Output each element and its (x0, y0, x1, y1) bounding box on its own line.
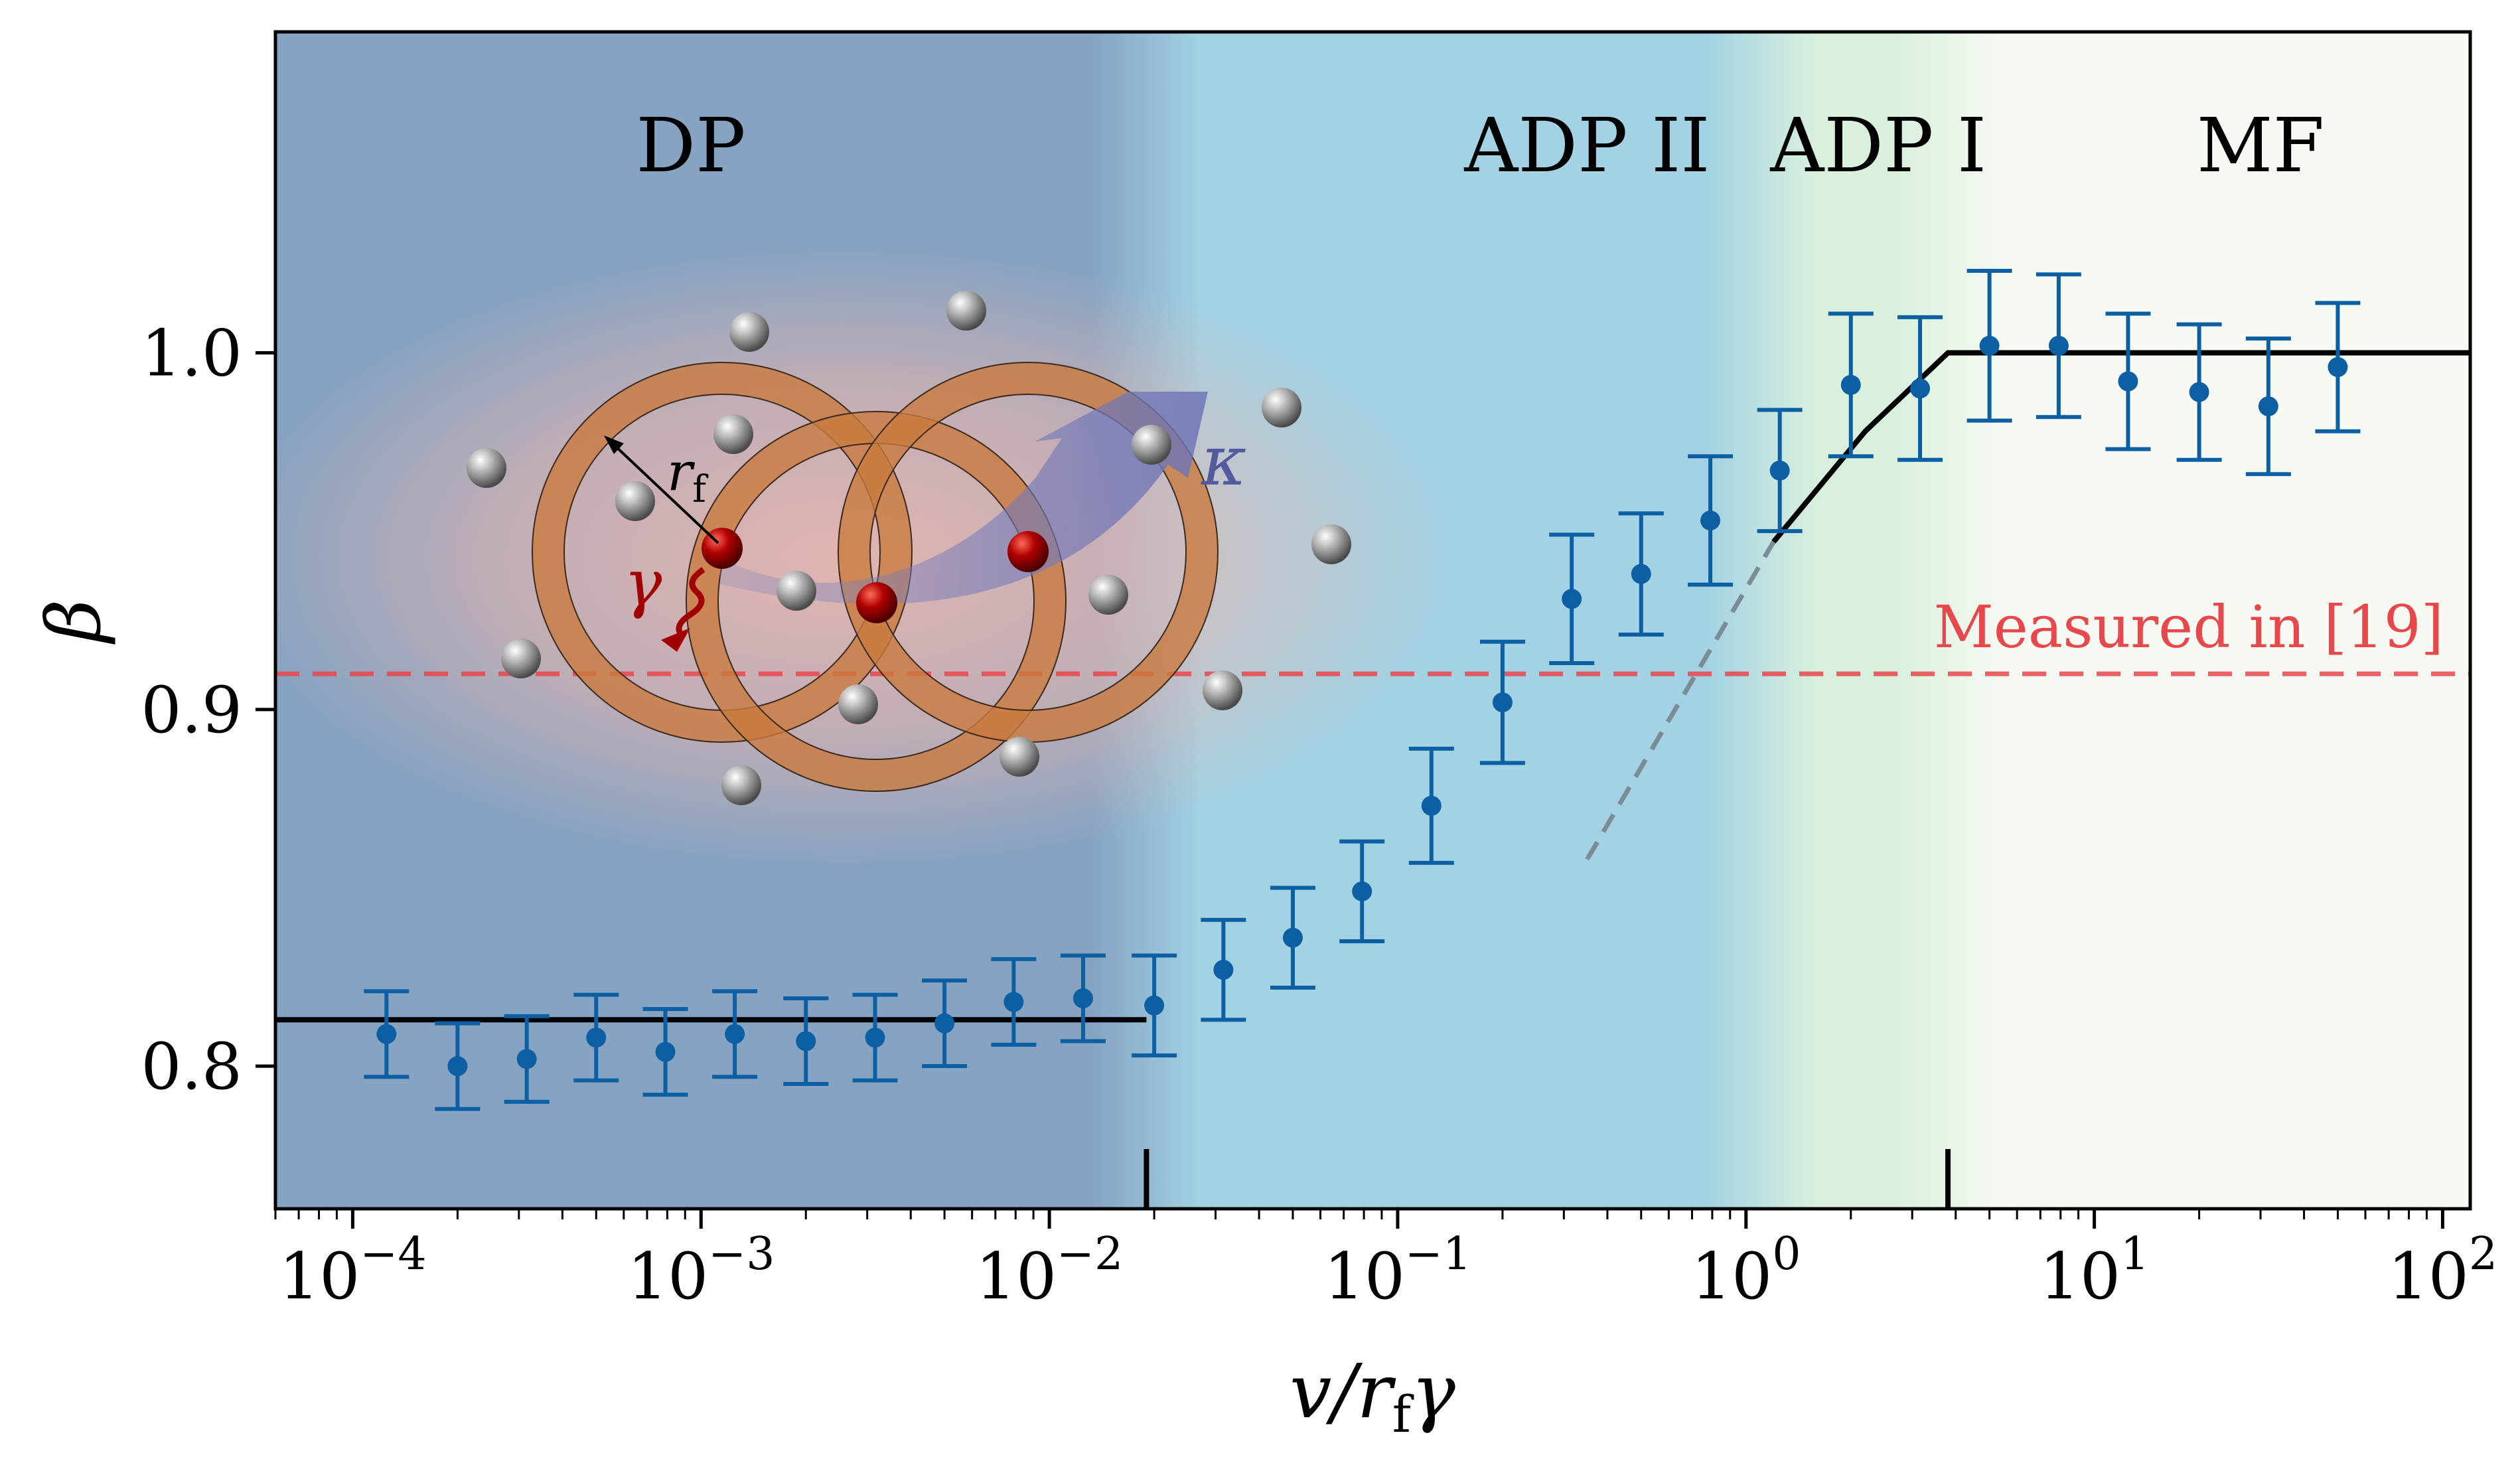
data-marker (1769, 460, 1790, 481)
y-axis-ticks: 0.8 0.9 1.0 (141, 317, 275, 1104)
data-point (991, 957, 1037, 1047)
data-point (1339, 839, 1385, 944)
region-label-mf: MF (2197, 103, 2324, 189)
ring-left (532, 362, 912, 742)
data-point (1897, 315, 1943, 462)
data-point (922, 978, 968, 1069)
region-label-adp-i: ADP I (1769, 103, 1986, 189)
flow-arrow (720, 392, 1208, 604)
data-point (642, 1007, 688, 1097)
x-tick-label: 10−2 (976, 1228, 1123, 1314)
data-marker (1003, 992, 1024, 1012)
data-marker (655, 1041, 676, 1062)
grey-particles (467, 291, 1351, 805)
data-marker (376, 1024, 397, 1044)
data-point (573, 992, 619, 1083)
data-marker (1631, 564, 1651, 584)
data-point (1408, 746, 1454, 865)
data-marker (2189, 382, 2209, 402)
data-point (1828, 311, 1874, 459)
x-tick-label: 102 (2388, 1228, 2497, 1314)
x-tick-label: 10−1 (1324, 1228, 1471, 1314)
decay-arrow (676, 567, 705, 640)
reference-line-label: Measured in [19] (1934, 593, 2444, 661)
data-marker (865, 1028, 885, 1048)
data-point (852, 992, 898, 1083)
data-point (783, 996, 829, 1086)
fit-line-2 (1771, 350, 2470, 544)
decay-rate-label: γ (624, 546, 662, 621)
region-boundary-markers (1144, 1149, 1951, 1209)
data-point (1060, 953, 1106, 1043)
data-marker (1421, 795, 1442, 816)
data-marker (1492, 692, 1513, 713)
data-marker (1910, 378, 1931, 399)
data-point (1479, 639, 1525, 765)
data-point (2315, 301, 2361, 433)
data-point (1966, 268, 2012, 423)
inset-illustration: rf γ κ (467, 291, 1351, 805)
data-point (435, 1021, 481, 1111)
data-marker (2328, 357, 2348, 378)
x-tick-label: 101 (2039, 1228, 2149, 1314)
data-marker (1073, 988, 1093, 1009)
decay-arrowhead (661, 628, 690, 652)
data-point (1549, 532, 1595, 665)
data-point (2176, 322, 2222, 462)
data-point (2036, 272, 2081, 420)
data-marker (1840, 374, 1861, 395)
y-tick-label: 1.0 (141, 317, 242, 391)
y-tick-label: 0.9 (141, 673, 242, 747)
data-marker (586, 1028, 607, 1048)
x-tick-label: 10−3 (627, 1228, 775, 1314)
data-marker (1979, 335, 2000, 356)
data-marker (447, 1056, 468, 1077)
region-label-dp: DP (636, 103, 745, 189)
data-marker (796, 1031, 816, 1051)
data-marker (2258, 396, 2278, 417)
data-marker (934, 1013, 955, 1034)
flow-label: κ (1201, 420, 1246, 501)
plot-frame (273, 30, 2472, 1211)
data-marker (1352, 881, 1372, 901)
x-tick-label: 10−4 (279, 1228, 426, 1314)
data-series (364, 268, 2361, 1111)
data-marker (516, 1049, 537, 1069)
y-axis-label: β (31, 599, 117, 645)
radius-arrow (604, 435, 719, 544)
data-point (1270, 886, 1315, 990)
data-point (712, 989, 758, 1079)
region-labels: DP ADP II ADP I MF (636, 103, 2324, 189)
data-marker (1213, 960, 1234, 980)
data-marker (1562, 589, 1582, 609)
x-tick-label: 100 (1691, 1228, 1801, 1314)
fit-lines (275, 350, 2470, 1023)
y-tick-label: 0.8 (141, 1030, 242, 1104)
ring-right (838, 362, 1218, 742)
data-point (1132, 953, 1177, 1057)
data-point (364, 989, 409, 1079)
data-marker (2048, 335, 2069, 356)
radius-label: rf (667, 441, 709, 511)
data-marker (2118, 371, 2138, 392)
data-point (1618, 511, 1664, 637)
data-point (504, 1014, 550, 1104)
data-point (2245, 337, 2291, 477)
red-particles (702, 528, 1049, 623)
data-marker (1144, 995, 1165, 1016)
x-axis-label: v/rfγ (1290, 1349, 1456, 1444)
data-point (1757, 408, 1803, 534)
region-label-adp-ii: ADP II (1463, 103, 1710, 189)
data-marker (1282, 927, 1303, 948)
data-marker (1700, 510, 1721, 531)
data-marker (725, 1024, 745, 1044)
data-point (1688, 454, 1734, 587)
x-axis-ticks: 10−4 10−3 10−2 10−1 100 101 102 (274, 1209, 2497, 1314)
data-point (2105, 311, 2151, 451)
data-point (1201, 917, 1246, 1022)
